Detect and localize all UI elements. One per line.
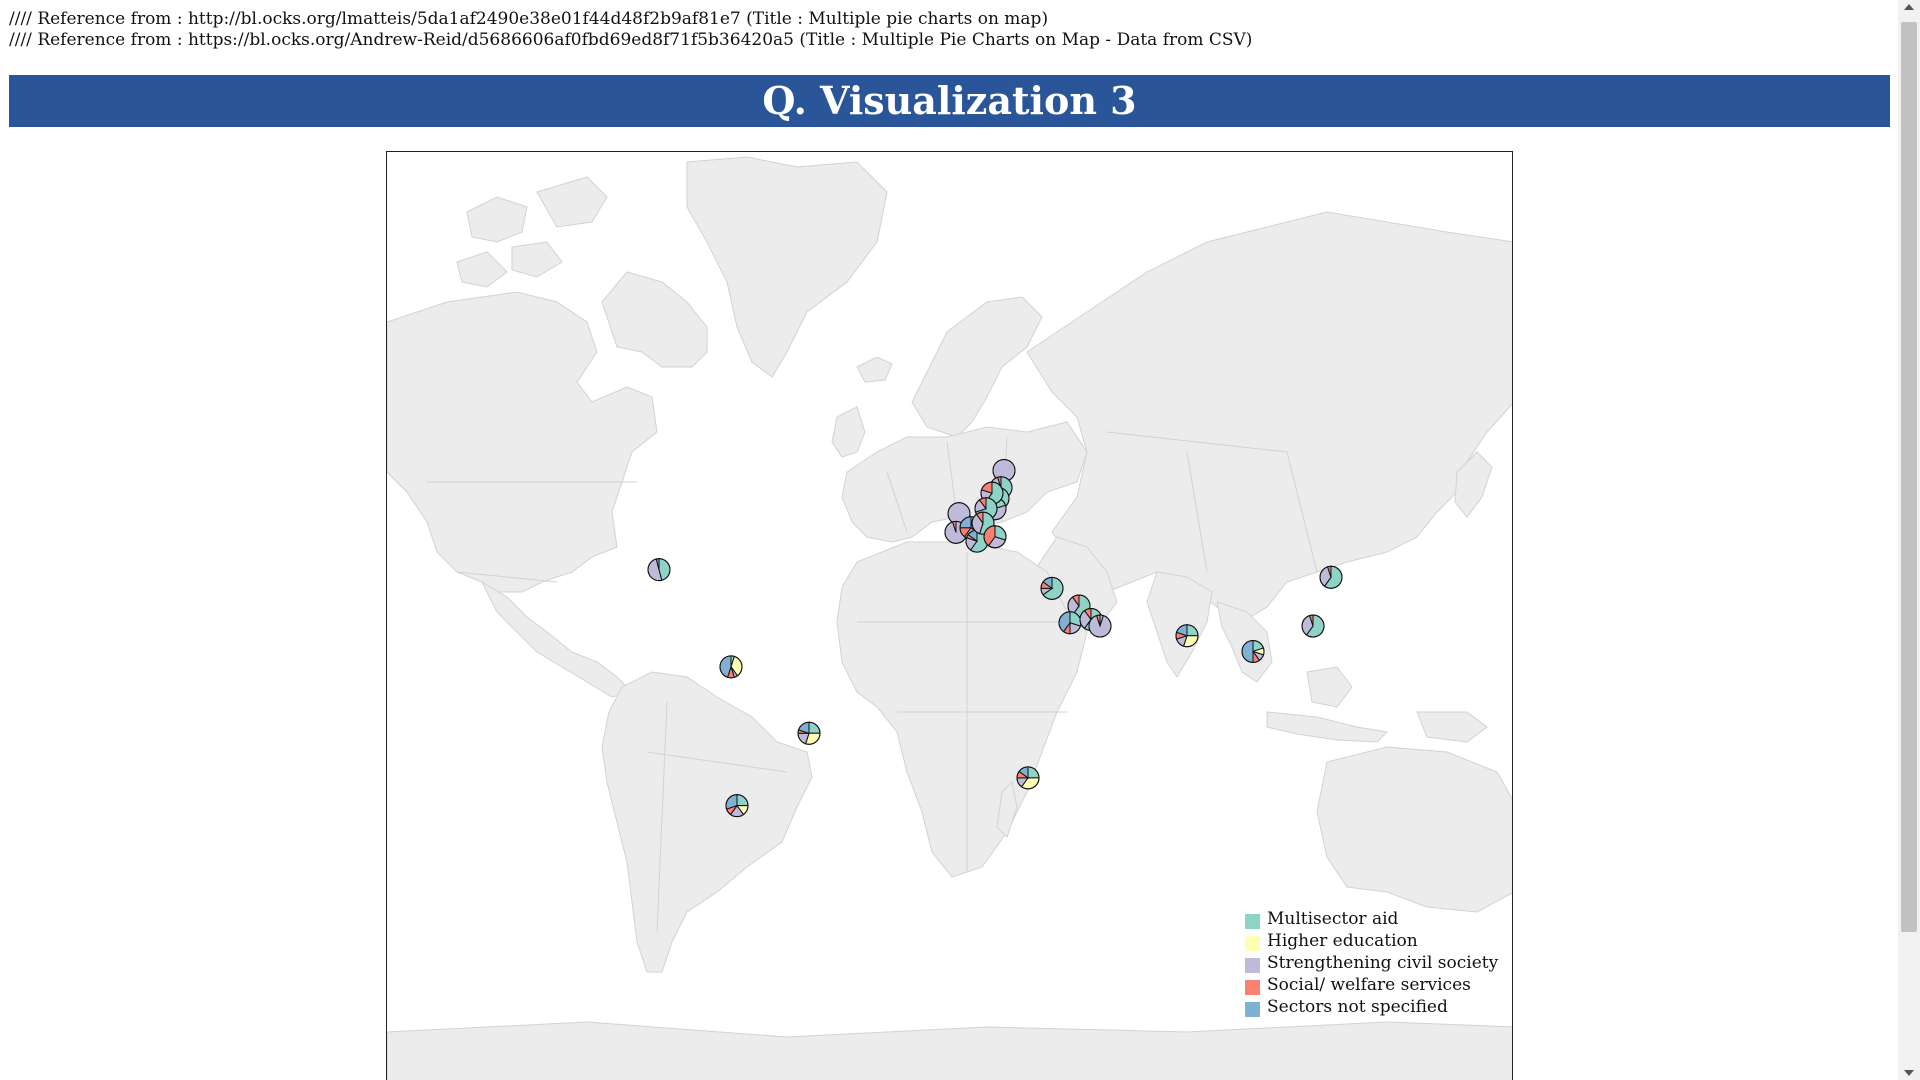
legend-swatch-higher-education (1245, 935, 1260, 951)
legend-label-civil-society: Strengthening civil society (1267, 953, 1499, 973)
legend-item-social-welfare: Social/ welfare services (1245, 974, 1498, 996)
world-map-panel: Multisector aid Higher education Strengt… (386, 151, 1513, 1080)
land-europe-main (841, 421, 1088, 543)
legend-label-not-specified: Sectors not specified (1267, 997, 1448, 1017)
pie-outline-4 (1016, 766, 1040, 790)
border-europe-1 (886, 471, 908, 533)
pie-outline-2 (797, 721, 821, 745)
legend-swatch-multisector (1245, 913, 1260, 929)
pie-outline-24 (1301, 614, 1325, 638)
vertical-scrollbar[interactable] (1898, 0, 1920, 1080)
land-south-america (601, 671, 813, 973)
land-southeast-asia (1216, 601, 1273, 683)
pie-outline-16 (983, 525, 1007, 549)
land-uk (831, 406, 866, 458)
border-asia-1 (1106, 431, 1288, 453)
pie-chart-0 (647, 558, 671, 582)
land-antarctica (387, 1021, 1512, 1080)
pie-outline-1 (719, 655, 743, 679)
land-new-guinea (1416, 711, 1488, 743)
land-arctic-islands-3 (456, 251, 508, 288)
page-title: Q. Visualization 3 (9, 75, 1890, 127)
pie-outline-3 (725, 794, 749, 818)
border-us-mexico (456, 571, 558, 583)
border-layer (427, 431, 1318, 933)
legend-label-social-welfare: Social/ welfare services (1267, 975, 1471, 995)
land-iceland (856, 356, 893, 383)
legend-swatch-civil-society (1245, 957, 1260, 973)
world-map (387, 156, 1512, 1080)
pie-chart-16 (983, 525, 1007, 549)
land-arctic-islands-4 (511, 241, 563, 278)
land-indonesia (1266, 711, 1389, 743)
legend: Multisector aid Higher education Strengt… (1245, 908, 1498, 1018)
land-north-america (387, 291, 658, 593)
border-asia-2 (1186, 451, 1208, 573)
pie-outline-21 (1088, 614, 1112, 638)
pie-chart-19 (1058, 611, 1082, 635)
pie-chart-15 (971, 511, 995, 535)
land-madagascar (996, 780, 1018, 838)
pie-outline-25 (1319, 565, 1343, 589)
pie-outline-23 (1241, 639, 1265, 663)
pie-outline-15 (971, 511, 995, 535)
pie-chart-2 (797, 721, 821, 745)
legend-swatch-social-welfare (1245, 979, 1260, 995)
reference-line-1: //// Reference from : http://bl.ocks.org… (9, 9, 1049, 29)
legend-item-civil-society: Strengthening civil society (1245, 952, 1498, 974)
land-asia (1026, 211, 1512, 623)
pie-chart-22 (1175, 624, 1199, 648)
legend-label-higher-education: Higher education (1267, 931, 1418, 951)
reference-notes: //// Reference from : http://bl.ocks.org… (9, 9, 1252, 51)
land-africa (836, 541, 1088, 878)
border-samerica-2 (656, 701, 668, 933)
land-arctic-islands-2 (536, 176, 608, 228)
land-scandinavia (911, 296, 1043, 438)
border-samerica-1 (646, 751, 788, 773)
pie-chart-layer (647, 458, 1343, 818)
legend-item-not-specified: Sectors not specified (1245, 996, 1498, 1018)
land-greenland (686, 156, 888, 378)
pie-outline-0 (647, 558, 671, 582)
land-borneo (1306, 666, 1353, 708)
scrollbar-thumb[interactable] (1901, 22, 1917, 932)
legend-item-higher-education: Higher education (1245, 930, 1498, 952)
pie-chart-17 (1040, 576, 1064, 600)
legend-item-multisector: Multisector aid (1245, 908, 1498, 930)
land-canada-north-east (601, 271, 708, 368)
pie-chart-25 (1319, 565, 1343, 589)
pie-chart-24 (1301, 614, 1325, 638)
reference-line-2: //// Reference from : https://bl.ocks.or… (9, 30, 1253, 50)
land-japan (1454, 451, 1493, 518)
legend-label-multisector: Multisector aid (1267, 909, 1399, 929)
pie-outline-17 (1040, 576, 1064, 600)
pie-chart-1 (719, 655, 743, 679)
pie-chart-23 (1241, 639, 1265, 663)
scroll-up-arrow-icon[interactable] (1904, 4, 1914, 10)
land-australia (1316, 746, 1512, 913)
border-asia-3 (1286, 451, 1318, 573)
pie-chart-4 (1016, 766, 1040, 790)
scroll-down-arrow-icon[interactable] (1904, 1070, 1914, 1076)
land-arctic-islands-1 (466, 196, 528, 243)
legend-swatch-not-specified (1245, 1001, 1260, 1017)
pie-outline-22 (1175, 624, 1199, 648)
land-layer (387, 156, 1512, 1080)
land-india (1146, 571, 1213, 678)
land-mexico-central-america (480, 580, 633, 698)
pie-chart-3 (725, 794, 749, 818)
pie-chart-21 (1088, 614, 1112, 638)
